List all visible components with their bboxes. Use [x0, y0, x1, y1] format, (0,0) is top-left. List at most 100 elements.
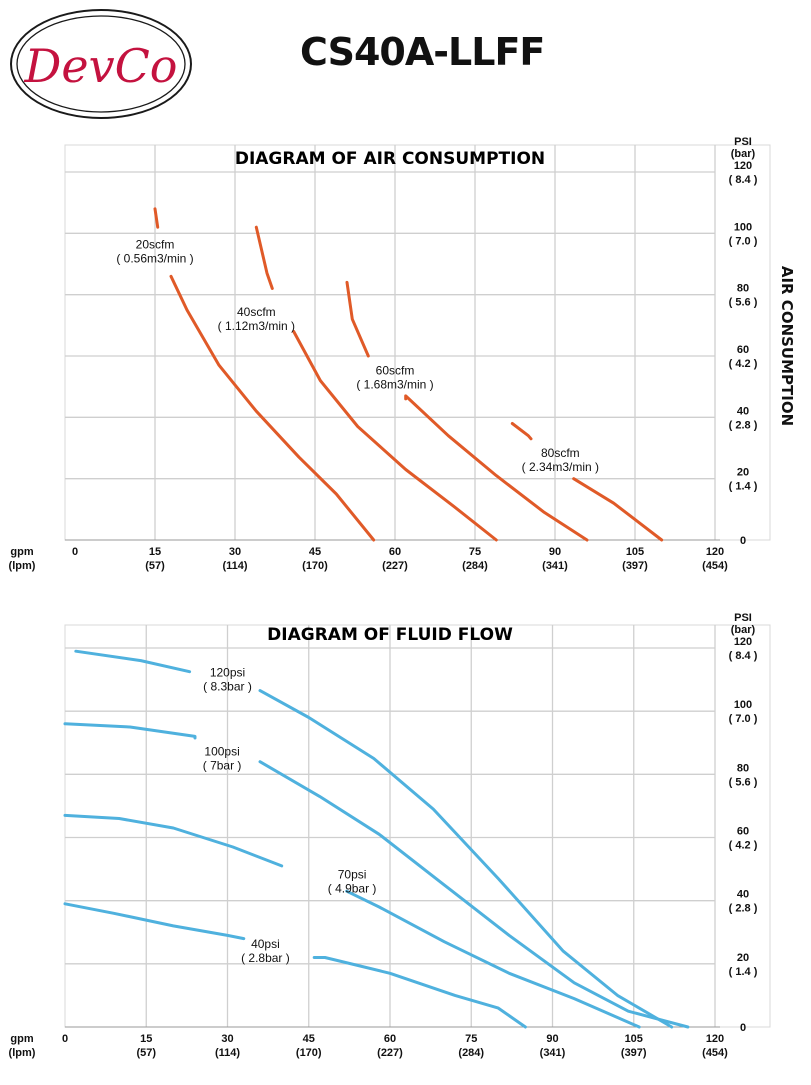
x-tick-label-alt: (397) — [622, 560, 648, 572]
series-label-40scfm: 40scfm — [237, 305, 276, 319]
series-label-alt-70psi: ( 4.9bar ) — [328, 882, 377, 896]
y-tick-label: 80 — [737, 283, 749, 295]
fluid-flow-chart: 120psi( 8.3bar ) 100psi( 7bar ) 70psi( 4.9… — [9, 612, 771, 1059]
x-tick-label-alt: (341) — [540, 1047, 566, 1059]
x-tick-label: 105 — [626, 546, 644, 558]
x-tick-label: 120 — [706, 1033, 724, 1045]
x-tick-label-alt: (341) — [542, 560, 568, 572]
y-tick-label: 60 — [737, 826, 749, 838]
series-line-100psi-part-2 — [258, 760, 690, 1029]
y-tick-label: 0 — [740, 1022, 746, 1034]
y-tick-label: 100 — [734, 221, 752, 233]
series-label-100psi: 100psi — [204, 744, 239, 758]
series-label-70psi: 70psi — [338, 868, 367, 882]
air-grid — [64, 144, 771, 541]
y-unit-label: PSI — [734, 136, 752, 148]
y-tick-label-alt: ( 8.4 ) — [729, 174, 758, 186]
y-tick-label-alt: ( 4.2 ) — [729, 840, 758, 852]
y-tick-label: 120 — [734, 636, 752, 648]
x-tick-label-alt: (284) — [458, 1047, 484, 1059]
x-tick-label: 75 — [469, 546, 481, 558]
x-tick-label: 75 — [465, 1033, 477, 1045]
x-tick-label: 120 — [706, 546, 724, 558]
y-tick-label-alt: ( 1.4 ) — [729, 481, 758, 493]
series-line-40psi-part-1 — [63, 902, 246, 941]
x-tick-label-alt: (170) — [296, 1047, 322, 1059]
x-tick-label-alt: (114) — [215, 1047, 240, 1059]
chart-title: DIAGRAM OF FLUID FLOW — [267, 625, 513, 645]
series-line-60scfm-part-1 — [345, 280, 370, 358]
series-line-20scfm-part-1 — [153, 207, 160, 229]
series-line-80scfm-part-2 — [572, 477, 664, 542]
series-label-alt-20scfm: ( 0.56m3/min ) — [116, 252, 193, 266]
devco-logo: DevCo — [10, 9, 192, 119]
y-tick-label: 80 — [737, 762, 749, 774]
series-label-alt-100psi: ( 7bar ) — [203, 758, 242, 772]
x-tick-label-alt: (57) — [145, 560, 165, 572]
air-consumption-chart: 20scfm( 0.56m3/min ) 40scfm( 1.12m3/min )… — [9, 136, 796, 572]
y-tick-label: 100 — [734, 699, 752, 711]
y-unit-label: PSI — [734, 612, 752, 624]
x-tick-label-alt: (454) — [702, 560, 728, 572]
series-line-120psi-part-1 — [74, 649, 192, 674]
y-tick-label-alt: ( 5.6 ) — [729, 776, 758, 788]
x-tick-label: 15 — [149, 546, 161, 558]
y-tick-label-alt: ( 7.0 ) — [729, 713, 758, 725]
model-title: CS40A-LLFF — [300, 30, 545, 74]
series-line-60scfm-part-2 — [404, 394, 589, 542]
x-tick-label-alt: (227) — [377, 1047, 403, 1059]
series-label-alt-120psi: ( 8.3bar ) — [203, 679, 252, 693]
y-unit-label-alt: (bar) — [731, 624, 756, 636]
series-label-120psi: 120psi — [210, 665, 245, 679]
y-tick-label: 40 — [737, 889, 749, 901]
logo-text: DevCo — [24, 39, 178, 93]
y-tick-label-alt: ( 2.8 ) — [729, 419, 758, 431]
x-tick-label: 45 — [303, 1033, 315, 1045]
y-tick-label: 120 — [734, 160, 752, 172]
chart-frame — [64, 624, 771, 1028]
series-line-100psi-part-1 — [63, 722, 197, 740]
air-axes-layer: DIAGRAM OF AIR CONSUMPTION 0 15 (57) 30 (114)… — [9, 136, 796, 572]
x-tick-label-alt: (170) — [302, 560, 328, 572]
y-tick-label-alt: ( 4.2 ) — [729, 358, 758, 370]
series-label-alt-40psi: ( 2.8bar ) — [241, 951, 290, 965]
chart-frame — [64, 144, 771, 541]
series-line-70psi-part-2 — [345, 889, 641, 1029]
series-line-70psi-part-1 — [63, 813, 284, 868]
y-tick-label-alt: ( 7.0 ) — [729, 235, 758, 247]
chart-title: DIAGRAM OF AIR CONSUMPTION — [235, 149, 545, 169]
x-tick-label: 30 — [229, 546, 241, 558]
x-tick-label: 30 — [221, 1033, 233, 1045]
y-tick-label: 40 — [737, 405, 749, 417]
x-tick-label: 0 — [62, 1033, 68, 1045]
logo-ellipse — [10, 9, 192, 119]
x-tick-label-alt: (284) — [462, 560, 488, 572]
series-label-alt-40scfm: ( 1.12m3/min ) — [218, 319, 295, 333]
x-tick-label-alt: (227) — [382, 560, 408, 572]
series-label-alt-60scfm: ( 1.68m3/min ) — [356, 377, 433, 391]
y-tick-label-alt: ( 8.4 ) — [729, 650, 758, 662]
x-tick-label-alt: (114) — [222, 560, 247, 572]
x-unit-label-alt: (lpm) — [9, 1047, 36, 1059]
fluid-axes-layer: DIAGRAM OF FLUID FLOW 0 15 (57) 30 (114) 45 (17… — [9, 612, 758, 1059]
series-line-40scfm-part-2 — [292, 330, 498, 542]
x-tick-label: 60 — [384, 1033, 396, 1045]
x-tick-label: 45 — [309, 546, 321, 558]
air-series-layer: 20scfm( 0.56m3/min ) 40scfm( 1.12m3/min )… — [116, 207, 664, 542]
x-tick-label-alt: (397) — [621, 1047, 647, 1059]
series-line-40scfm-part-1 — [254, 225, 274, 290]
logo-ellipse-inner — [16, 15, 186, 113]
y-tick-label-alt: ( 2.8 ) — [729, 903, 758, 915]
x-tick-label: 105 — [625, 1033, 643, 1045]
series-label-40psi: 40psi — [251, 937, 280, 951]
series-line-20scfm-part-2 — [169, 274, 376, 542]
series-label-alt-80scfm: ( 2.34m3/min ) — [522, 460, 599, 474]
series-label-20scfm: 20scfm — [136, 238, 175, 252]
x-unit-label-alt: (lpm) — [9, 560, 36, 572]
series-line-80scfm-part-1 — [510, 422, 533, 441]
x-tick-label-alt: (454) — [702, 1047, 728, 1059]
series-label-80scfm: 80scfm — [541, 446, 580, 460]
series-label-60scfm: 60scfm — [376, 363, 415, 377]
y-tick-label: 20 — [737, 952, 749, 964]
x-tick-label: 90 — [546, 1033, 558, 1045]
